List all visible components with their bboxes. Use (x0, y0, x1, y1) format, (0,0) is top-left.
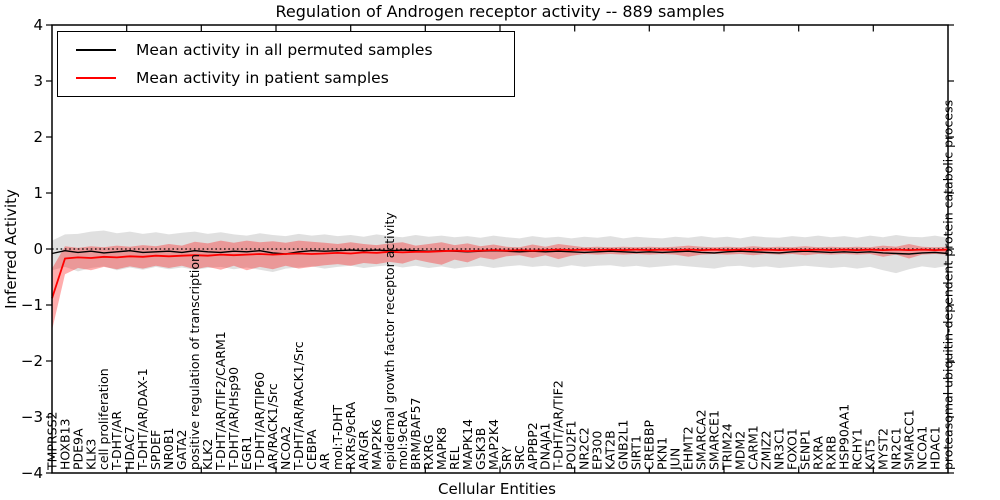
x-tick-label: HOXB13 (57, 419, 72, 470)
x-tick-label: mol:9cRA (395, 410, 410, 470)
legend-label-patient: Mean activity in patient samples (136, 68, 389, 87)
x-tick-label: RXRG (421, 434, 436, 470)
legend-item-permuted: Mean activity in all permuted samples (58, 39, 514, 61)
x-tick-label: BRM/BAF57 (408, 398, 423, 470)
x-tick-label: SPDEF (148, 430, 163, 470)
x-tick-label: AR (317, 452, 332, 470)
legend: Mean activity in all permuted samples Me… (57, 31, 515, 97)
x-tick-label: NCOA1 (914, 426, 929, 470)
x-tick-label: FOXO1 (785, 428, 800, 470)
x-tick-label: SMARCE1 (707, 410, 722, 470)
x-tick-label: RXRA (810, 436, 825, 470)
x-tick-label: APPBP2 (525, 422, 540, 470)
y-tick-label: −4 (21, 464, 43, 482)
band-series-0 (52, 230, 948, 274)
x-tick-label: CREBBP (642, 420, 657, 470)
x-tick-label: EP300 (590, 431, 605, 470)
y-tick-label: 4 (33, 16, 43, 34)
x-tick-label: HDAC7 (122, 426, 137, 470)
x-tick-label: JUN (668, 448, 683, 471)
x-tick-label: NR2C2 (577, 427, 592, 470)
x-tick-label: GNB2L1 (616, 420, 631, 470)
x-tick-label: T-DHT/AR/RACK1/Src (291, 341, 306, 471)
x-tick-label: KLK2 (200, 439, 215, 470)
x-tick-label: T-DHT/AR/TIF2 (551, 380, 566, 471)
x-tick-label: KAT2B (603, 430, 618, 470)
x-tick-label: GATA2 (174, 430, 189, 470)
x-tick-label: epidermal growth factor receptor activit… (382, 212, 397, 470)
x-tick-label: MAPK14 (460, 419, 475, 470)
chart-title: Regulation of Androgen receptor activity… (275, 2, 725, 21)
x-tick-label: MAP2K6 (369, 419, 384, 470)
y-tick-label: 1 (33, 184, 43, 202)
x-tick-label: CEBPA (304, 429, 319, 470)
x-tick-label: cell proliferation (96, 368, 111, 470)
x-tick-label: T-DHT/AR/DAX-1 (135, 368, 150, 471)
patient-line-swatch (76, 76, 116, 79)
x-tick-label: RXRs/9cRA (343, 401, 358, 470)
y-tick-label: −3 (21, 408, 43, 426)
band-series-1 (52, 240, 948, 331)
x-tick-label: SRY (499, 446, 514, 470)
x-tick-label: T-DHT/AR/Hsp90 (226, 367, 241, 471)
x-tick-label: GSK3B (473, 428, 488, 470)
x-tick-label: POU2F1 (564, 420, 579, 470)
legend-label-permuted: Mean activity in all permuted samples (136, 41, 433, 60)
x-axis-label: Cellular Entities (438, 480, 556, 498)
x-tick-label: MDM2 (733, 431, 748, 470)
x-tick-label: TRIM24 (720, 423, 735, 471)
x-tick-label: NCOA2 (278, 426, 293, 470)
x-tick-label: AR/RACK1/Src (265, 383, 280, 470)
x-tick-label: SMARCA2 (694, 409, 709, 470)
x-tick-label: ZMIZ2 (759, 430, 774, 470)
x-tick-label: T-DHT/AR/TIP60 (252, 372, 267, 471)
x-tick-label: NR2C1 (888, 427, 903, 470)
x-tick-label: EGR1 (239, 436, 254, 470)
x-tick-label: PDE9A (70, 428, 85, 470)
x-tick-label: NR3C1 (772, 427, 787, 470)
permuted-line-swatch (76, 49, 116, 52)
x-tick-label: KAT5 (862, 439, 877, 470)
y-tick-label: −2 (21, 352, 43, 370)
y-tick-label: 0 (33, 240, 43, 258)
x-tick-label: RCHY1 (849, 428, 864, 470)
y-tick-label: −1 (21, 296, 43, 314)
mean-line-series-1 (51, 248, 949, 299)
x-tick-label: SMARCC1 (901, 409, 916, 470)
legend-item-patient: Mean activity in patient samples (58, 67, 514, 89)
x-tick-label: KLK3 (83, 439, 98, 470)
x-tick-label: PKN1 (655, 437, 670, 470)
x-tick-label: positive regulation of transcription (187, 254, 202, 470)
y-tick-label: 3 (33, 72, 43, 90)
x-tick-label: SENP1 (798, 429, 813, 470)
x-tick-label: DNAJA1 (538, 423, 553, 471)
x-tick-label: AR/GR (356, 430, 371, 470)
x-tick-label: RXRB (823, 435, 838, 470)
x-tick-label: T-DHT/AR/TIF2/CARM1 (213, 331, 228, 471)
x-tick-label: REL (447, 446, 462, 470)
x-tick-label: HDAC1 (927, 426, 942, 470)
x-tick-label: mol:T-DHT (330, 404, 345, 470)
x-tick-label: SRC (512, 445, 527, 470)
x-tick-label: CARM1 (746, 425, 761, 470)
x-tick-label: MAP2K4 (486, 419, 501, 470)
x-tick-label: HSP90AA1 (836, 404, 851, 470)
x-tick-label: MYST2 (875, 428, 890, 470)
x-tick-label: MAPK8 (434, 427, 449, 470)
x-tick-label: EHMT2 (681, 426, 696, 470)
x-tick-label: NR0B1 (161, 427, 176, 470)
x-tick-label: T-DHT/AR (109, 411, 124, 471)
x-tick-label: SIRT1 (629, 435, 644, 470)
y-tick-label: 2 (33, 128, 43, 146)
